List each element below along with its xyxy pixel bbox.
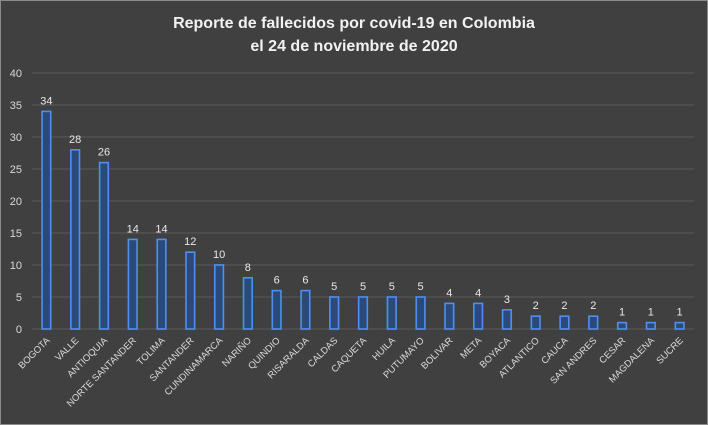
y-tick-label: 0 bbox=[16, 324, 22, 336]
x-tick-label: BOLIVAR bbox=[419, 335, 455, 371]
y-axis: 0 5 10 15 20 25 30 35 40 bbox=[10, 68, 22, 336]
bar-sucre bbox=[674, 321, 685, 330]
bar-norte-santander bbox=[127, 238, 138, 330]
bar-cesar bbox=[616, 321, 628, 330]
data-label: 5 bbox=[418, 281, 424, 293]
data-labels: 34 28 26 14 14 12 10 8 6 6 5 5 5 5 4 4 3 2 2 2 1 1 1 bbox=[40, 95, 682, 318]
y-tick-label: 5 bbox=[16, 292, 22, 304]
data-label: 6 bbox=[274, 275, 280, 287]
data-label: 6 bbox=[302, 275, 308, 287]
y-tick-label: 40 bbox=[10, 68, 22, 80]
bar-cauca bbox=[559, 315, 570, 330]
data-label: 28 bbox=[69, 134, 81, 146]
bar-magdalena bbox=[645, 321, 656, 330]
bar-santander bbox=[185, 251, 196, 330]
data-label: 2 bbox=[590, 300, 596, 312]
data-label: 3 bbox=[504, 294, 510, 306]
bar-risaralda bbox=[300, 289, 311, 330]
y-tick-label: 25 bbox=[10, 164, 22, 176]
data-label: 12 bbox=[184, 236, 196, 248]
bar-boyaca bbox=[501, 308, 513, 330]
data-label: 5 bbox=[360, 281, 366, 293]
data-label: 2 bbox=[561, 300, 567, 312]
y-tick-label: 15 bbox=[10, 228, 22, 240]
data-label: 1 bbox=[648, 307, 654, 319]
bar-nariño bbox=[242, 276, 253, 330]
bar-cundinamarca bbox=[213, 264, 225, 330]
data-label: 5 bbox=[331, 281, 337, 293]
bar-tolima bbox=[156, 238, 167, 330]
bar-atlantico bbox=[530, 315, 541, 330]
y-tick-label: 30 bbox=[10, 132, 22, 144]
y-tick-label: 10 bbox=[10, 260, 22, 272]
data-label: 10 bbox=[213, 249, 225, 261]
bar-bogota bbox=[41, 110, 52, 330]
bar-bolivar bbox=[444, 302, 455, 330]
chart-title-line1: Reporte de fallecidos por covid-19 en Co… bbox=[173, 15, 535, 32]
gridlines bbox=[32, 72, 694, 330]
x-tick-label: SUCRE bbox=[654, 335, 685, 366]
data-label: 2 bbox=[533, 300, 539, 312]
bar-meta bbox=[473, 302, 484, 330]
chart-title-line2: el 24 de noviembre de 2020 bbox=[250, 38, 458, 55]
x-tick-label: BOGOTA bbox=[16, 335, 52, 371]
data-label: 1 bbox=[677, 307, 683, 319]
bar-san-andres bbox=[588, 315, 599, 330]
data-label: 14 bbox=[127, 223, 139, 235]
bar-putumayo bbox=[415, 296, 426, 330]
y-tick-label: 20 bbox=[10, 196, 22, 208]
bar-huila bbox=[386, 296, 397, 330]
bar-caldas bbox=[329, 296, 340, 330]
data-label: 4 bbox=[475, 287, 481, 299]
bar-caqueta bbox=[357, 296, 369, 330]
bars bbox=[41, 110, 685, 330]
data-label: 14 bbox=[155, 223, 167, 235]
data-label: 5 bbox=[389, 281, 395, 293]
bar-quindio bbox=[271, 289, 282, 330]
bar-valle bbox=[70, 149, 81, 330]
x-tick-label: META bbox=[458, 335, 484, 361]
data-label: 1 bbox=[619, 307, 625, 319]
data-label: 4 bbox=[446, 287, 452, 299]
bar-antioquia bbox=[98, 161, 110, 330]
chart-title: Reporte de fallecidos por covid-19 en Co… bbox=[1, 12, 707, 58]
data-label: 26 bbox=[98, 147, 110, 159]
data-label: 34 bbox=[40, 95, 52, 107]
data-label: 8 bbox=[245, 262, 251, 274]
y-tick-label: 35 bbox=[10, 100, 22, 112]
